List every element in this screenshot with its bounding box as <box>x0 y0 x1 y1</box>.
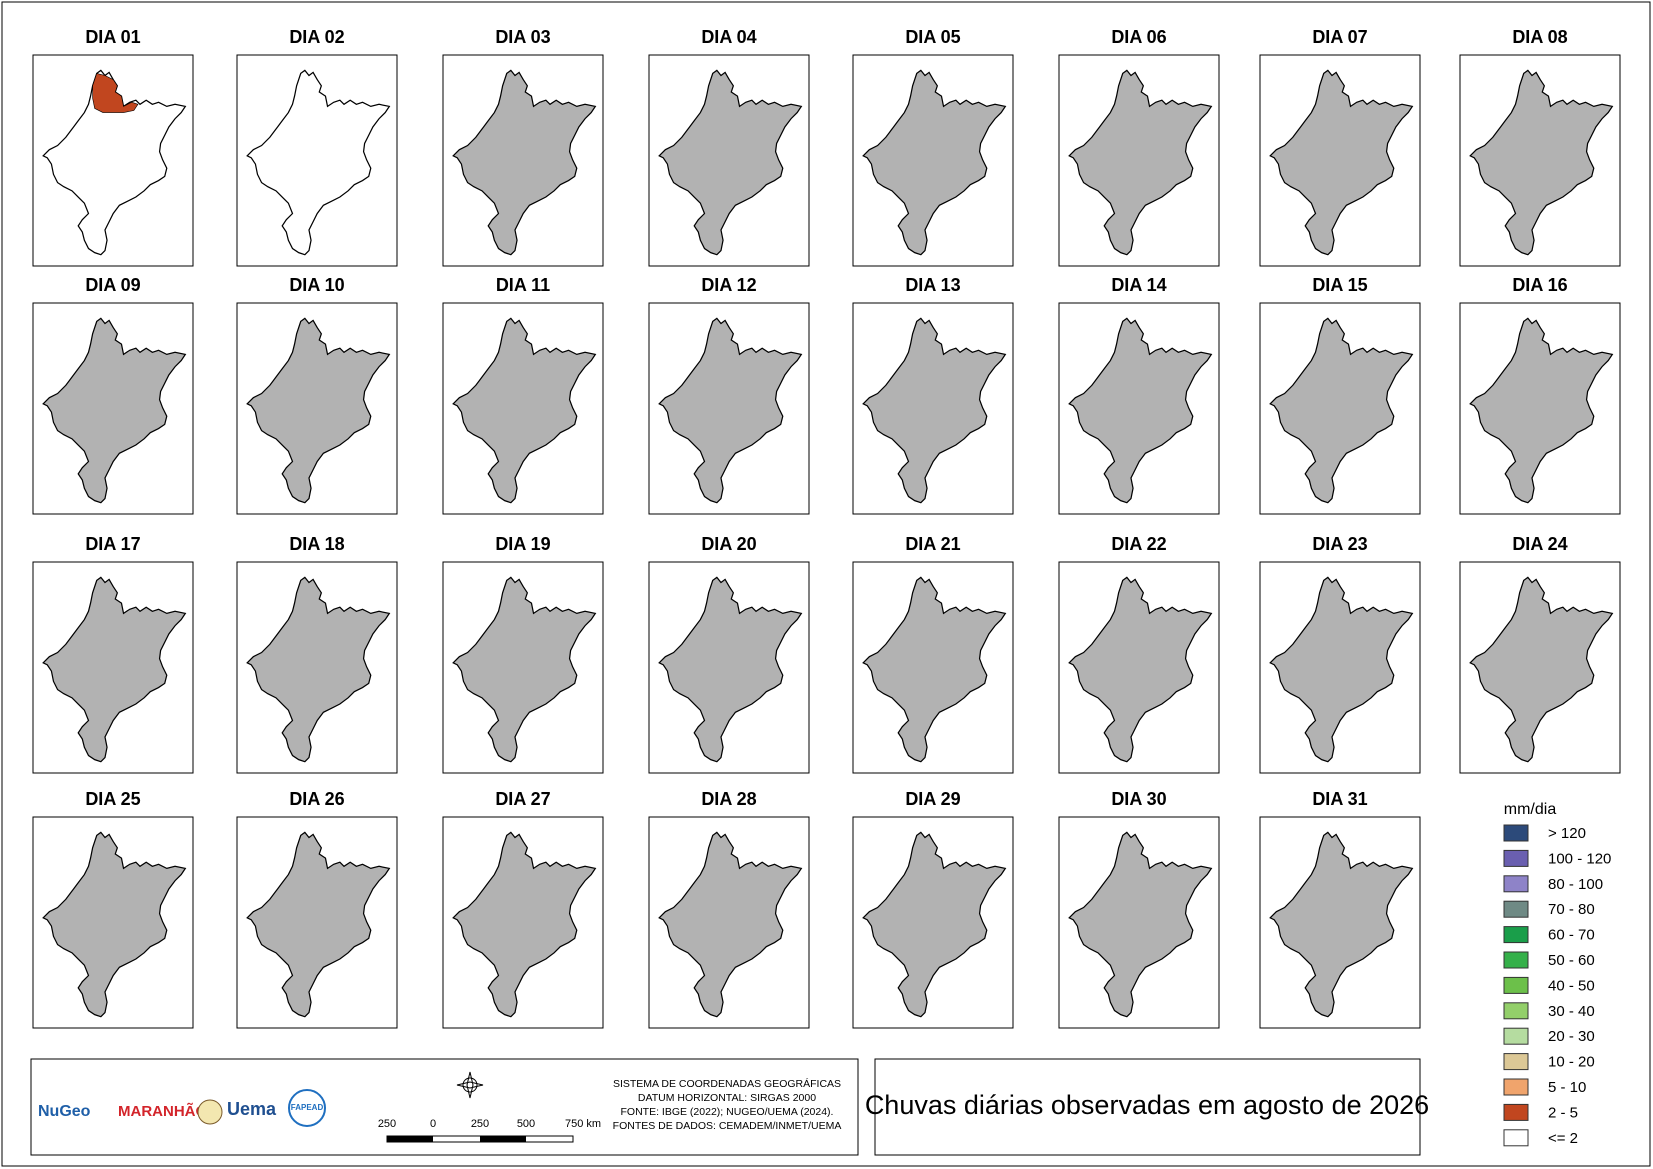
logo: Uema <box>227 1099 277 1119</box>
legend-swatch <box>1503 875 1529 893</box>
map-title: Chuvas diárias observadas em agosto de 2… <box>865 1090 1429 1120</box>
scale-label: 500 <box>517 1118 535 1130</box>
panel-title: DIA 26 <box>289 789 344 809</box>
panel-title: DIA 30 <box>1111 789 1166 809</box>
legend-swatch <box>1503 824 1529 842</box>
logo: MARANHÃO <box>118 1102 207 1120</box>
panel-title: DIA 31 <box>1312 789 1367 809</box>
panel-title: DIA 08 <box>1512 27 1567 47</box>
panel-title: DIA 24 <box>1512 534 1567 554</box>
footer-note: FONTE: IBGE (2022); NUGEO/UEMA (2024). <box>621 1106 834 1118</box>
legend-swatch <box>1503 926 1529 944</box>
logo-ring <box>288 1089 326 1127</box>
footer-note: DATUM HORIZONTAL: SIRGAS 2000 <box>638 1092 816 1104</box>
panel-title: DIA 17 <box>85 534 140 554</box>
footer-box <box>30 1058 859 1156</box>
panel-title: DIA 11 <box>496 275 550 295</box>
legend-label: 10 - 20 <box>1548 1054 1595 1071</box>
legend-swatch <box>1503 1027 1529 1045</box>
scale-label: 750 km <box>565 1118 601 1130</box>
panel-title: DIA 07 <box>1312 27 1367 47</box>
legend-swatch <box>1503 951 1529 969</box>
panel-title: DIA 16 <box>1512 275 1567 295</box>
legend: > 120 100 - 120 80 - 100 70 - 80 60 - 70 50 -… <box>1503 824 1611 1147</box>
panel-title: DIA 23 <box>1312 534 1367 554</box>
panel-title: DIA 25 <box>85 789 140 809</box>
legend-label: 100 - 120 <box>1548 850 1611 867</box>
legend-swatch <box>1503 1103 1529 1121</box>
panel-title: DIA 27 <box>495 789 550 809</box>
panel-title: DIA 21 <box>905 534 960 554</box>
legend-label: 60 - 70 <box>1548 927 1595 944</box>
legend-label: 5 - 10 <box>1548 1079 1586 1096</box>
legend-label: > 120 <box>1548 825 1586 842</box>
logo-seal <box>197 1099 223 1125</box>
panel-title: DIA 05 <box>905 27 960 47</box>
legend-label: 80 - 100 <box>1548 876 1603 893</box>
legend-swatch <box>1503 1053 1529 1071</box>
legend-label: 20 - 30 <box>1548 1028 1595 1045</box>
legend-label: 70 - 80 <box>1548 901 1595 918</box>
logo: FAPEAD <box>291 1103 324 1112</box>
legend-swatch <box>1503 1129 1529 1147</box>
footer-note: SISTEMA DE COORDENADAS GEOGRÁFICAS <box>613 1077 841 1090</box>
footer-note: FONTES DE DADOS: CEMADEM/INMET/UEMA <box>613 1120 842 1132</box>
panel-title: DIA 12 <box>701 275 756 295</box>
panel-grid: DIA 01 DIA 02 DIA 03 DIA 04 DIA 05 DIA 06 DIA … <box>32 27 1621 1029</box>
panel-title: DIA 02 <box>289 27 344 47</box>
state-map <box>42 69 186 256</box>
panel-title: DIA 19 <box>495 534 550 554</box>
panel-title: DIA 22 <box>1111 534 1166 554</box>
legend-swatch <box>1503 1002 1529 1020</box>
legend-title: mm/dia <box>1504 801 1557 818</box>
scale-bar <box>386 1135 574 1143</box>
compass <box>456 1071 484 1099</box>
panel-title: DIA 13 <box>905 275 960 295</box>
panel-title: DIA 03 <box>495 27 550 47</box>
panel-title: DIA 10 <box>289 275 344 295</box>
panel-title: DIA 04 <box>701 27 756 47</box>
panel-title: DIA 14 <box>1111 275 1166 295</box>
logos: NuGeo MARANHÃO Uema FAPEAD <box>38 1089 326 1127</box>
legend-swatch <box>1503 900 1529 918</box>
rain-area <box>92 73 139 113</box>
panel-title: DIA 18 <box>289 534 344 554</box>
legend-swatch <box>1503 976 1529 994</box>
panel-title: DIA 09 <box>85 275 140 295</box>
legend-swatch <box>1503 1078 1529 1096</box>
logo: NuGeo <box>38 1103 91 1120</box>
panel-title: DIA 28 <box>701 789 756 809</box>
legend-label: 50 - 60 <box>1548 952 1595 969</box>
scale-label: 250 <box>471 1118 489 1130</box>
legend-label: 2 - 5 <box>1548 1104 1578 1121</box>
legend-label: 40 - 50 <box>1548 977 1595 994</box>
scale-label: 250 <box>378 1118 396 1130</box>
legend-label: <= 2 <box>1548 1130 1578 1147</box>
title-box <box>874 1058 1421 1156</box>
panel-title: DIA 15 <box>1312 275 1367 295</box>
panel-title: DIA 29 <box>905 789 960 809</box>
legend-label: 30 - 40 <box>1548 1003 1595 1020</box>
panel-title: DIA 20 <box>701 534 756 554</box>
legend-swatch <box>1503 849 1529 867</box>
panel-title: DIA 01 <box>85 27 140 47</box>
scale-label: 0 <box>430 1118 436 1130</box>
panel-title: DIA 06 <box>1111 27 1166 47</box>
